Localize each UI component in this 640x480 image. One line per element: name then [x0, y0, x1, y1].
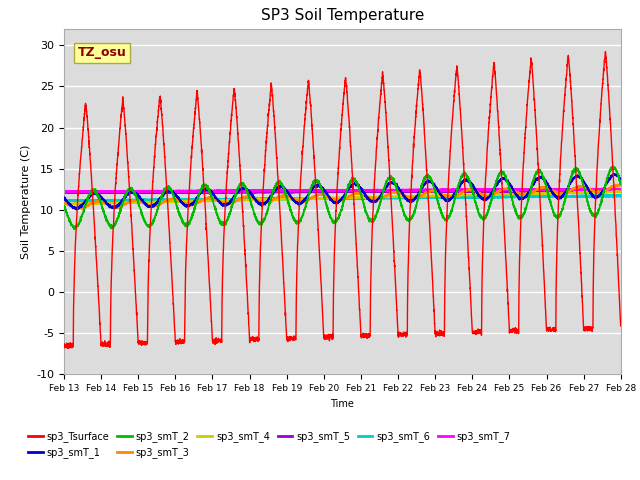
Title: SP3 Soil Temperature: SP3 Soil Temperature [260, 9, 424, 24]
Y-axis label: Soil Temperature (C): Soil Temperature (C) [20, 144, 31, 259]
Legend: sp3_Tsurface, sp3_smT_1, sp3_smT_2, sp3_smT_3, sp3_smT_4, sp3_smT_5, sp3_smT_6, : sp3_Tsurface, sp3_smT_1, sp3_smT_2, sp3_… [24, 428, 515, 462]
X-axis label: Time: Time [330, 399, 355, 408]
Text: TZ_osu: TZ_osu [78, 47, 127, 60]
